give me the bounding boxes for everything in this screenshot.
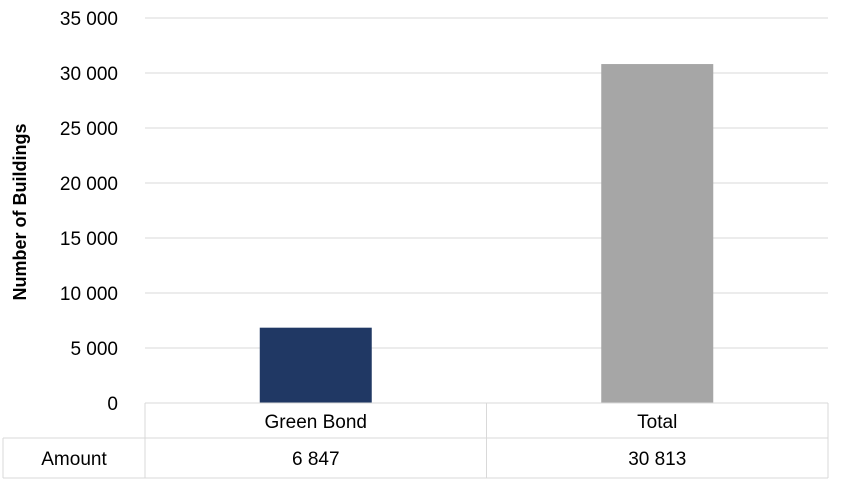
- category-label: Total: [637, 412, 677, 433]
- bar-total: [601, 64, 714, 403]
- table-value-cell: 6 847: [292, 449, 340, 470]
- y-axis-ticks: 0 5 000 10 000 15 000 20 000 25 000 30 000 35 0…: [60, 9, 118, 415]
- data-table: Green Bond Total Amount 6 847 30 813: [2, 402, 829, 479]
- gridlines: [145, 17, 828, 349]
- y-tick-label: 25 000: [60, 119, 118, 140]
- table-value-cell: 30 813: [628, 449, 686, 470]
- y-tick-label: 0: [107, 394, 118, 415]
- y-tick-label: 20 000: [60, 174, 118, 195]
- y-tick-label: 5 000: [70, 339, 118, 360]
- y-axis-label: Number of Buildings: [10, 124, 30, 301]
- y-tick-label: 15 000: [60, 229, 118, 250]
- y-tick-label: 30 000: [60, 64, 118, 85]
- bar-green-bond: [259, 327, 372, 403]
- y-tick-label: 35 000: [60, 9, 118, 30]
- category-label: Green Bond: [265, 412, 367, 433]
- y-tick-label: 10 000: [60, 284, 118, 305]
- table-row-label: Amount: [41, 449, 107, 470]
- bars: [259, 64, 714, 403]
